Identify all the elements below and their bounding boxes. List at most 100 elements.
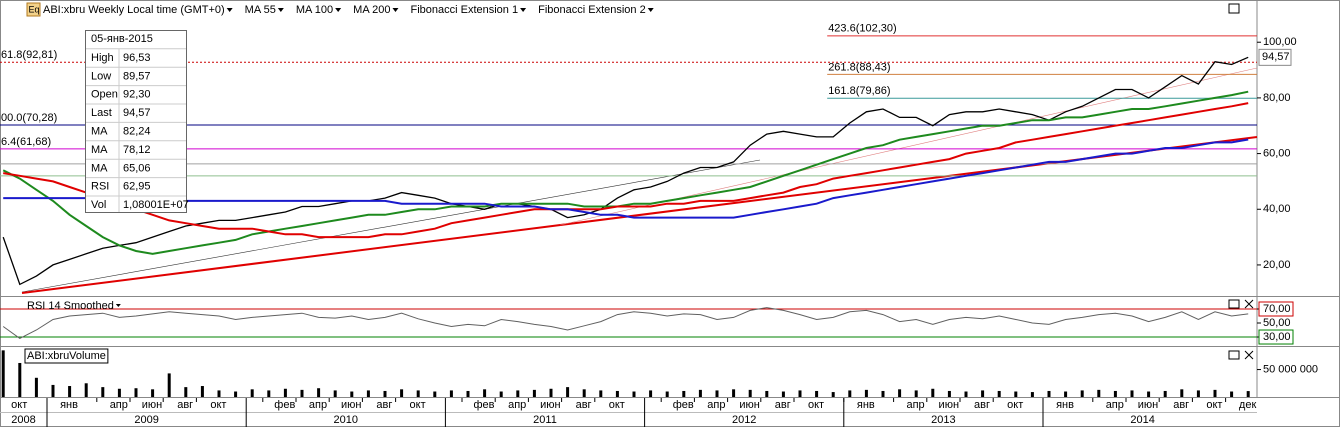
symbol-icon-text: Eq: [29, 4, 40, 14]
volume-bar: [632, 391, 636, 397]
volume-bar: [615, 390, 619, 397]
volume-bar: [1080, 390, 1084, 397]
level-label: 00.0(70,28): [1, 112, 57, 124]
x-tick-label: июн: [739, 399, 759, 411]
series-line: [2, 56, 1249, 286]
volume-bar: [931, 388, 935, 397]
volume-bar: [1230, 391, 1234, 397]
info-box: [85, 30, 187, 213]
x-tick-label: фев: [473, 399, 494, 411]
pane-title-box: [24, 348, 109, 364]
dropdown-arrow[interactable]: [520, 8, 527, 12]
x-tick-label: янв: [60, 399, 78, 411]
pane-button[interactable]: [1228, 3, 1240, 14]
x-tick-label: фев: [274, 399, 295, 411]
y-tick-label: 100,00: [1263, 36, 1297, 48]
volume-bar: [781, 391, 785, 397]
info-value: 92,30: [123, 89, 151, 101]
year-label: 2011: [533, 414, 557, 426]
x-tick-label: окт: [410, 399, 426, 411]
year-label: 2012: [732, 414, 756, 426]
volume-bar: [101, 387, 105, 397]
volume-bar: [698, 389, 702, 397]
pane-close[interactable]: [1244, 350, 1254, 360]
level-label: 6.4(61,68): [1, 136, 51, 148]
volume-bar: [217, 390, 221, 397]
y-tick-label: 60,00: [1263, 147, 1291, 159]
x-tick-label: авг: [775, 399, 791, 411]
y-tick-box: [1258, 301, 1294, 317]
pane-close[interactable]: [1244, 299, 1254, 309]
info-label: MA: [91, 162, 108, 174]
last-price-box: [1258, 48, 1292, 66]
toolbar-item[interactable]: Fibonacci Extension 1: [410, 4, 518, 16]
pane-button[interactable]: [1228, 299, 1240, 309]
volume-bar: [599, 390, 603, 397]
dropdown-arrow[interactable]: [647, 8, 654, 12]
symbol-icon[interactable]: [26, 2, 41, 17]
volume-bar: [864, 389, 868, 397]
volume-bar: [483, 389, 487, 397]
volume-bar: [748, 389, 752, 397]
dropdown-arrow[interactable]: [277, 8, 284, 12]
pane-button[interactable]: [1228, 350, 1240, 360]
volume-bar: [532, 389, 536, 397]
volume-bar: [1, 350, 5, 397]
x-tick-label: авг: [576, 399, 592, 411]
y-tick-box: [1258, 329, 1294, 345]
info-date: 05-янв-2015: [91, 33, 153, 45]
toolbar-item[interactable]: Fibonacci Extension 2: [538, 4, 646, 16]
volume-bar: [1030, 392, 1034, 397]
x-tick-label: окт: [1206, 399, 1222, 411]
volume-bar: [300, 389, 304, 397]
y-tick-label: 20,00: [1263, 259, 1291, 271]
volume-bar: [167, 373, 171, 397]
trend-line: [21, 136, 1258, 294]
series-line: [2, 307, 1249, 339]
toolbar-item[interactable]: MA 200: [353, 4, 390, 16]
volume-bar: [333, 390, 337, 397]
volume-bar: [898, 389, 902, 397]
year-label: 2014: [1130, 414, 1154, 426]
volume-bar: [1196, 390, 1200, 397]
info-value: 65,06: [123, 162, 151, 174]
volume-bar: [1113, 390, 1117, 397]
volume-bar: [317, 388, 321, 397]
toolbar-item[interactable]: ABI:xbru Weekly Local time (GMT+0): [43, 4, 225, 16]
info-label: Vol: [91, 199, 106, 211]
volume-bar: [383, 390, 387, 397]
x-tick-label: окт: [1007, 399, 1023, 411]
volume-bar: [981, 390, 985, 397]
x-tick-label: авг: [177, 399, 193, 411]
x-tick-label: фев: [673, 399, 694, 411]
overlay-layer: Eq ABI:xbru Weekly Local time (GMT+0) MA …: [26, 2, 1254, 360]
toolbar-item[interactable]: MA 55: [245, 4, 276, 16]
info-label: Low: [91, 70, 111, 82]
volume-bar: [798, 390, 802, 397]
year-label: 2009: [134, 414, 158, 426]
dropdown-arrow[interactable]: [392, 8, 399, 12]
volume-bar: [34, 377, 38, 397]
volume-bar: [516, 390, 520, 397]
x-tick-label: апр: [1106, 399, 1124, 411]
volume-bar: [649, 390, 653, 397]
info-label: Last: [91, 107, 112, 119]
x-tick-label: окт: [609, 399, 625, 411]
dropdown-arrow[interactable]: [335, 8, 342, 12]
dropdown-arrow[interactable]: [226, 8, 233, 12]
x-tick-label: июн: [142, 399, 162, 411]
volume-bar: [715, 390, 719, 397]
info-value: 62,95: [123, 181, 151, 193]
volume-bar: [1180, 389, 1184, 397]
dropdown-arrow[interactable]: [115, 304, 121, 307]
volume-bar: [914, 390, 918, 397]
volume-bar: [549, 388, 553, 397]
toolbar-item[interactable]: MA 100: [296, 4, 333, 16]
level-label: 161.8(79,86): [828, 85, 890, 97]
pane: 423.6(102,30) 61.8(92,81) 261.8(88,43) 161.…: [0, 23, 1257, 286]
volume-bar: [665, 391, 669, 397]
y-tick-label: 40,00: [1263, 203, 1291, 215]
info-value: 1,08001E+07: [123, 199, 189, 211]
info-value: 78,12: [123, 144, 151, 156]
volume-bar: [18, 362, 22, 397]
